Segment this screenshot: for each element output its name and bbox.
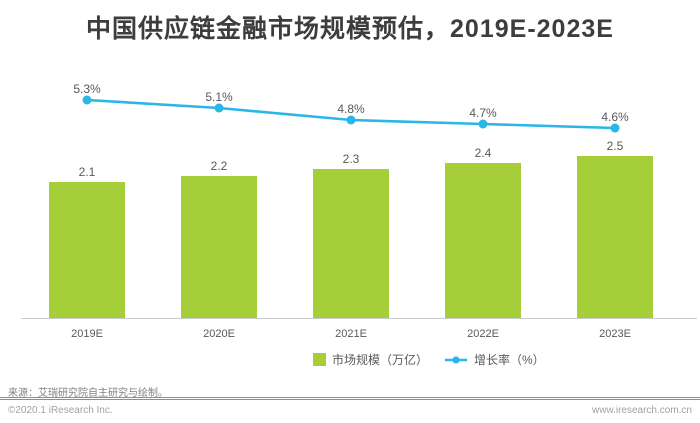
- bar: [445, 163, 521, 319]
- growth-value-label: 4.8%: [337, 102, 365, 116]
- footer-divider: [0, 397, 700, 400]
- source-note: 来源：艾瑞研究院自主研究与绘制。: [8, 388, 168, 399]
- bar-value-label: 2.1: [78, 165, 96, 179]
- x-axis-labels: 2019E 2020E 2021E 2022E 2023E: [21, 328, 681, 340]
- bar: [313, 169, 389, 319]
- legend-bar-label: 市场规模（万亿）: [332, 353, 429, 367]
- growth-point: [610, 123, 620, 133]
- bar: [181, 176, 257, 319]
- growth-point: [214, 103, 224, 113]
- x-axis-label: 2023E: [599, 328, 631, 340]
- legend-line-label: 增长率（%）: [474, 353, 545, 367]
- growth-line-series: [82, 95, 620, 133]
- bar-column: 2.4: [417, 147, 549, 319]
- plot-area: 2.1 2.2 2.3 2.4 2.5 5.3%: [21, 80, 681, 319]
- footer: ©2020.1 iResearch Inc. www.iresearch.com…: [8, 405, 692, 416]
- x-axis-label: 2021E: [335, 328, 367, 340]
- footer-website: www.iresearch.com.cn: [591, 405, 692, 416]
- legend-line-swatch-icon: [444, 355, 468, 365]
- bar: [49, 182, 125, 319]
- growth-value-label: 4.7%: [469, 106, 497, 120]
- bar-value-label: 2.3: [342, 152, 360, 166]
- bar-value-label: 2.2: [210, 159, 228, 173]
- bar-column: 2.3: [285, 153, 417, 319]
- bar-series: 2.1 2.2 2.3 2.4 2.5: [21, 80, 681, 319]
- bar-column: 2.2: [153, 160, 285, 319]
- bar-column: 2.5: [549, 140, 681, 319]
- bar-value-label: 2.5: [606, 139, 624, 153]
- bar-value-label: 2.4: [474, 146, 492, 160]
- x-axis-label: 2020E: [203, 328, 235, 340]
- legend-bar-swatch-icon: [313, 353, 326, 366]
- line-dot-icon: [445, 355, 468, 364]
- growth-value-label: 5.3%: [73, 82, 101, 96]
- growth-point: [346, 115, 356, 125]
- x-axis-label: 2022E: [467, 328, 499, 340]
- x-axis-line: [21, 318, 697, 319]
- bar-column: 2.1: [21, 166, 153, 319]
- growth-value-label: 5.1%: [205, 90, 233, 104]
- x-axis-label: 2019E: [71, 328, 103, 340]
- growth-point: [478, 119, 488, 129]
- growth-point: [82, 95, 92, 105]
- footer-copyright: ©2020.1 iResearch Inc.: [8, 405, 113, 416]
- growth-value-label: 4.6%: [601, 110, 629, 124]
- chart-title: 中国供应链金融市场规模预估，2019E-2023E: [86, 15, 614, 43]
- bar: [577, 156, 653, 319]
- legend: 市场规模（万亿） 增长率（%）: [313, 351, 545, 368]
